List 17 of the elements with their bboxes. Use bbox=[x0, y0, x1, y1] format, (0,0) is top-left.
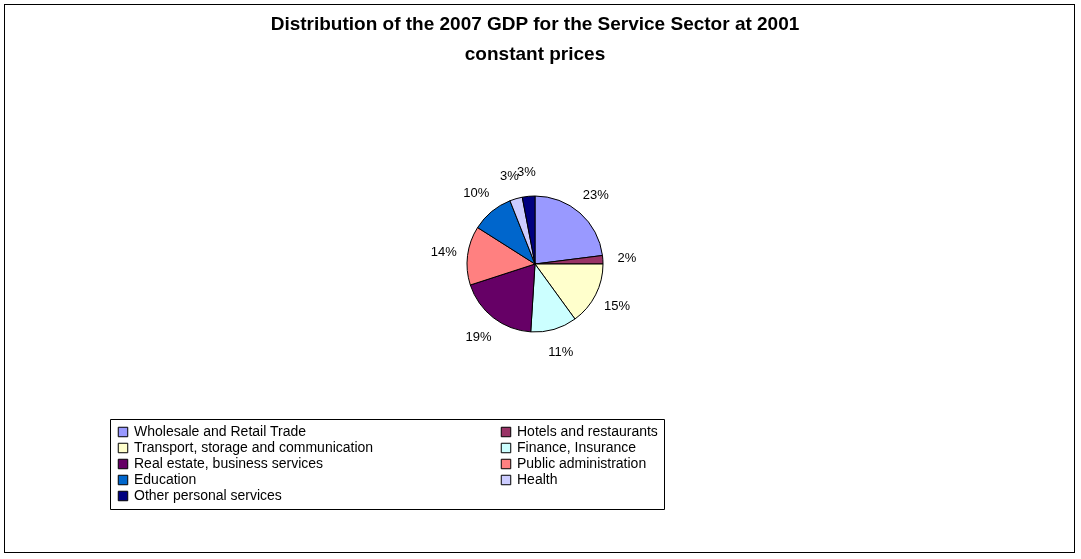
legend-label: Education bbox=[134, 471, 197, 487]
legend-label: Other personal services bbox=[134, 487, 282, 503]
legend-label: Public administration bbox=[517, 455, 647, 471]
data-label: 15% bbox=[603, 297, 631, 313]
data-label: 14% bbox=[430, 244, 458, 260]
legend-label: Wholesale and Retail Trade bbox=[134, 423, 307, 439]
data-label: 23% bbox=[582, 186, 610, 202]
legend-label: Finance, Insurance bbox=[517, 439, 637, 455]
data-label: 2% bbox=[617, 250, 637, 266]
legend-label: Hotels and restaurants bbox=[517, 423, 658, 439]
data-label: 11% bbox=[548, 344, 574, 360]
legend-label: Real estate, business services bbox=[134, 455, 324, 471]
legend-label: Transport, storage and communication bbox=[134, 439, 374, 455]
chart-title: Distribution of the 2007 GDP for the Service Sector at 2001 constant prices bbox=[270, 13, 800, 64]
data-label: 19% bbox=[465, 328, 493, 344]
legend-label: Health bbox=[517, 471, 558, 487]
data-label: 10% bbox=[463, 185, 490, 201]
